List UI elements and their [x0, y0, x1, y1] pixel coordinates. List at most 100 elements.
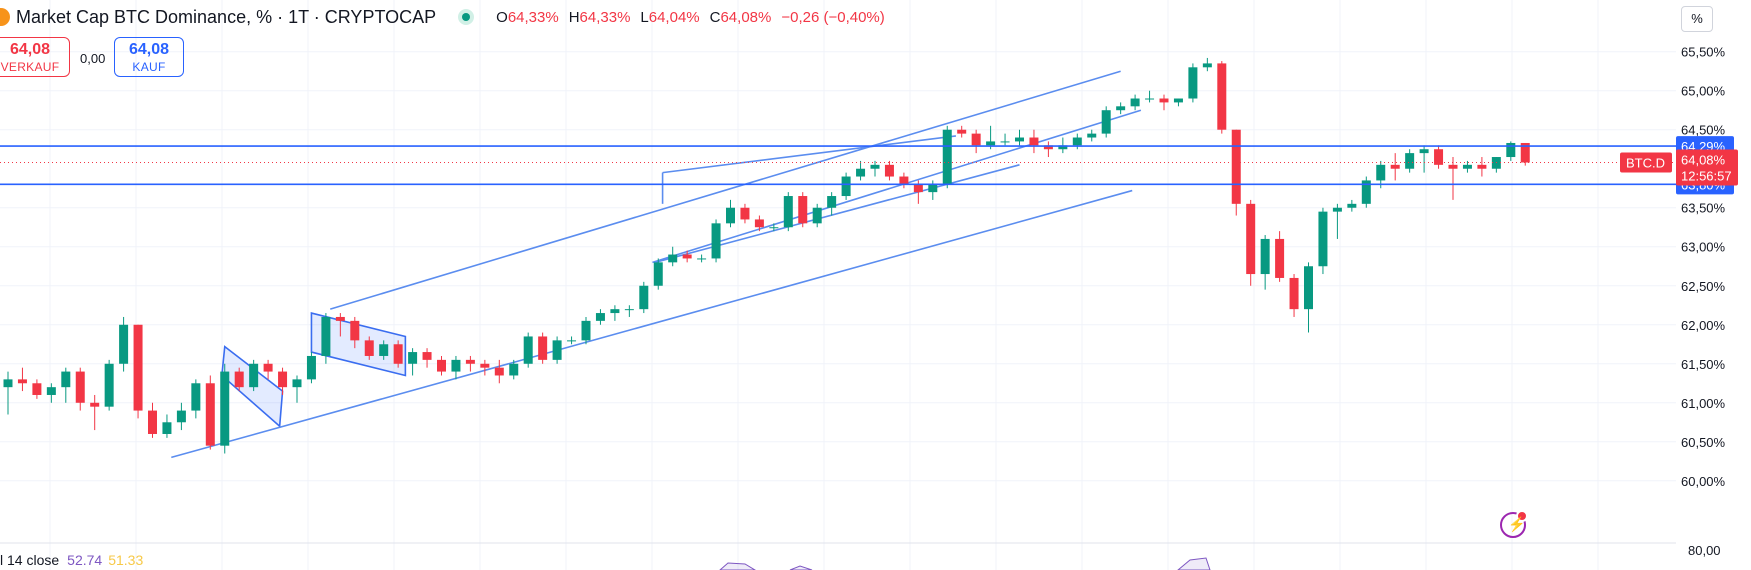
candle	[220, 363, 230, 454]
candle-body	[740, 207, 750, 220]
candle-body	[32, 383, 42, 395]
candle-body	[726, 207, 735, 224]
candle	[870, 160, 880, 177]
candle-body	[1000, 141, 1010, 143]
symbol-tag[interactable]	[1620, 152, 1672, 173]
candle	[379, 340, 389, 360]
candle-body	[162, 422, 172, 434]
low-value: 64,04%	[648, 8, 700, 26]
candle-body	[1072, 137, 1082, 146]
candle	[119, 316, 129, 372]
rsi-ma-value: 51.33	[108, 552, 144, 568]
candle-body	[1434, 149, 1444, 165]
upper-channel-line[interactable]	[330, 70, 1121, 310]
candle	[393, 340, 403, 368]
candle	[176, 402, 186, 431]
candle	[798, 192, 808, 228]
candle	[292, 375, 302, 403]
rsi-name[interactable]: l 14 close	[0, 552, 60, 568]
candle	[1275, 231, 1285, 282]
candle	[1246, 199, 1256, 286]
lower-channel-line[interactable]	[652, 109, 1142, 264]
price-axis-bg	[1676, 0, 1751, 570]
horizontal-levels[interactable]	[0, 145, 1676, 186]
candle	[971, 129, 981, 154]
candle-body	[148, 410, 157, 434]
candle	[740, 203, 750, 224]
long-trendline[interactable]	[171, 189, 1133, 459]
candle-body	[884, 164, 894, 177]
buy-label: KAUF	[132, 60, 166, 74]
candle-body	[306, 355, 316, 380]
change-value: −0,26 (−0,40%)	[781, 8, 885, 26]
buy-button[interactable]: 64,08 KAUF	[114, 37, 184, 77]
candle	[581, 316, 591, 345]
price-tick-label: 65,50%	[1681, 45, 1726, 60]
candle-body	[841, 176, 851, 197]
candle-body	[639, 285, 649, 310]
rsi-overbought-fill	[1177, 557, 1211, 570]
candle	[682, 250, 692, 263]
symbol-tag-label: BTC.D	[1626, 155, 1665, 170]
candle	[668, 246, 678, 267]
candle	[3, 371, 13, 415]
candle	[653, 258, 663, 290]
close-value: 64,08%	[720, 8, 772, 26]
inner-channel-line[interactable]	[655, 164, 1020, 264]
candle-body	[783, 196, 793, 228]
candle-body	[1015, 137, 1024, 142]
ohlc-values: O64,33% H64,33% L64,04% C64,08% −0,26 (−…	[496, 9, 885, 26]
candle-body	[1159, 98, 1169, 103]
candle-body	[928, 184, 938, 193]
candle-body	[321, 316, 331, 356]
candle	[1434, 145, 1444, 169]
price-axis[interactable]: 65,50% 65,00% 64,50% 63,50% 63,00% 62,50% 62,0…	[1620, 0, 1751, 570]
candle	[278, 367, 288, 395]
price-tick-label: 60,00%	[1681, 474, 1726, 489]
candle	[263, 359, 273, 380]
candle-body	[610, 309, 620, 314]
candle-body	[465, 359, 475, 364]
candle-body	[90, 402, 100, 407]
candle-body	[1231, 129, 1241, 204]
candle-body	[1188, 67, 1198, 99]
candle	[1304, 262, 1313, 333]
candle-body	[769, 227, 779, 229]
candle-body	[971, 133, 981, 146]
candle	[697, 254, 707, 263]
candle	[75, 367, 85, 411]
last-price-tag[interactable]	[1676, 149, 1738, 186]
candle	[408, 348, 418, 376]
candle-body	[1361, 180, 1371, 204]
candle	[726, 199, 735, 228]
candle-body	[509, 363, 519, 376]
candle-body	[1376, 164, 1386, 181]
rsi-legend: l 14 close 52.74 51.33	[0, 552, 143, 568]
candle-body	[292, 379, 302, 388]
candle	[639, 281, 649, 314]
candle	[928, 180, 938, 200]
candle-body	[1043, 145, 1053, 150]
candle	[754, 215, 764, 232]
alert-flash-icon[interactable]: ⚡	[1500, 510, 1528, 538]
symbol-title[interactable]: Market Cap BTC Dominance, % · 1T · CRYPT…	[16, 6, 437, 27]
candle-body	[798, 196, 808, 224]
candle-body	[1029, 137, 1039, 146]
inner-upper-line[interactable]	[662, 135, 957, 174]
candle	[856, 160, 866, 181]
candle	[1130, 94, 1140, 111]
candle-body	[1477, 164, 1487, 169]
candle-body	[278, 371, 288, 388]
candle-body	[17, 379, 27, 384]
candle-body	[1217, 63, 1227, 130]
percent-scale-button[interactable]: %	[1681, 6, 1713, 32]
flag-pattern[interactable]	[310, 312, 407, 377]
candle	[480, 359, 490, 376]
high-label: H	[568, 8, 580, 26]
candle	[46, 383, 56, 403]
candle-body	[1347, 203, 1357, 208]
sell-button[interactable]: 64,08 VERKAUF	[0, 37, 70, 77]
candle-body	[263, 363, 273, 372]
market-status-icon[interactable]	[458, 9, 475, 25]
